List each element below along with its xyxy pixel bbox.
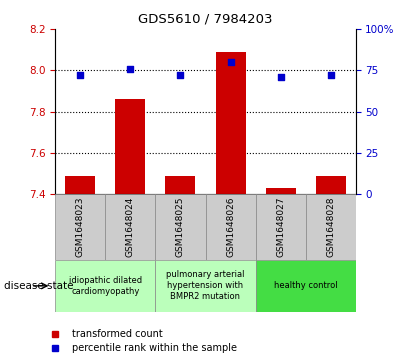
Bar bbox=[256, 260, 356, 312]
Point bbox=[227, 59, 234, 65]
Bar bbox=[155, 194, 206, 260]
Bar bbox=[155, 260, 256, 312]
Text: healthy control: healthy control bbox=[274, 281, 337, 290]
Text: GSM1648025: GSM1648025 bbox=[176, 197, 185, 257]
Text: GSM1648028: GSM1648028 bbox=[326, 197, 335, 257]
Text: percentile rank within the sample: percentile rank within the sample bbox=[72, 343, 237, 354]
Bar bbox=[55, 194, 106, 260]
Bar bbox=[256, 194, 305, 260]
Bar bbox=[55, 260, 155, 312]
Text: idiopathic dilated
cardiomyopathy: idiopathic dilated cardiomyopathy bbox=[69, 276, 142, 296]
Bar bbox=[316, 176, 346, 194]
Bar bbox=[266, 188, 296, 194]
Text: disease state: disease state bbox=[4, 281, 74, 291]
Point bbox=[77, 72, 84, 78]
Bar bbox=[215, 52, 245, 194]
Text: GSM1648027: GSM1648027 bbox=[276, 197, 285, 257]
Bar bbox=[106, 194, 155, 260]
Text: GSM1648023: GSM1648023 bbox=[76, 197, 85, 257]
Bar bbox=[206, 194, 256, 260]
Text: GSM1648024: GSM1648024 bbox=[126, 197, 135, 257]
Point bbox=[177, 72, 184, 78]
Bar bbox=[305, 194, 356, 260]
Text: pulmonary arterial
hypertension with
BMPR2 mutation: pulmonary arterial hypertension with BMP… bbox=[166, 270, 245, 301]
Point bbox=[277, 74, 284, 80]
Point bbox=[327, 72, 334, 78]
Bar bbox=[115, 99, 145, 194]
Text: GSM1648026: GSM1648026 bbox=[226, 197, 235, 257]
Point bbox=[127, 66, 134, 72]
Bar bbox=[166, 176, 196, 194]
Bar bbox=[65, 176, 95, 194]
Text: GDS5610 / 7984203: GDS5610 / 7984203 bbox=[138, 13, 273, 26]
Text: transformed count: transformed count bbox=[72, 329, 163, 339]
